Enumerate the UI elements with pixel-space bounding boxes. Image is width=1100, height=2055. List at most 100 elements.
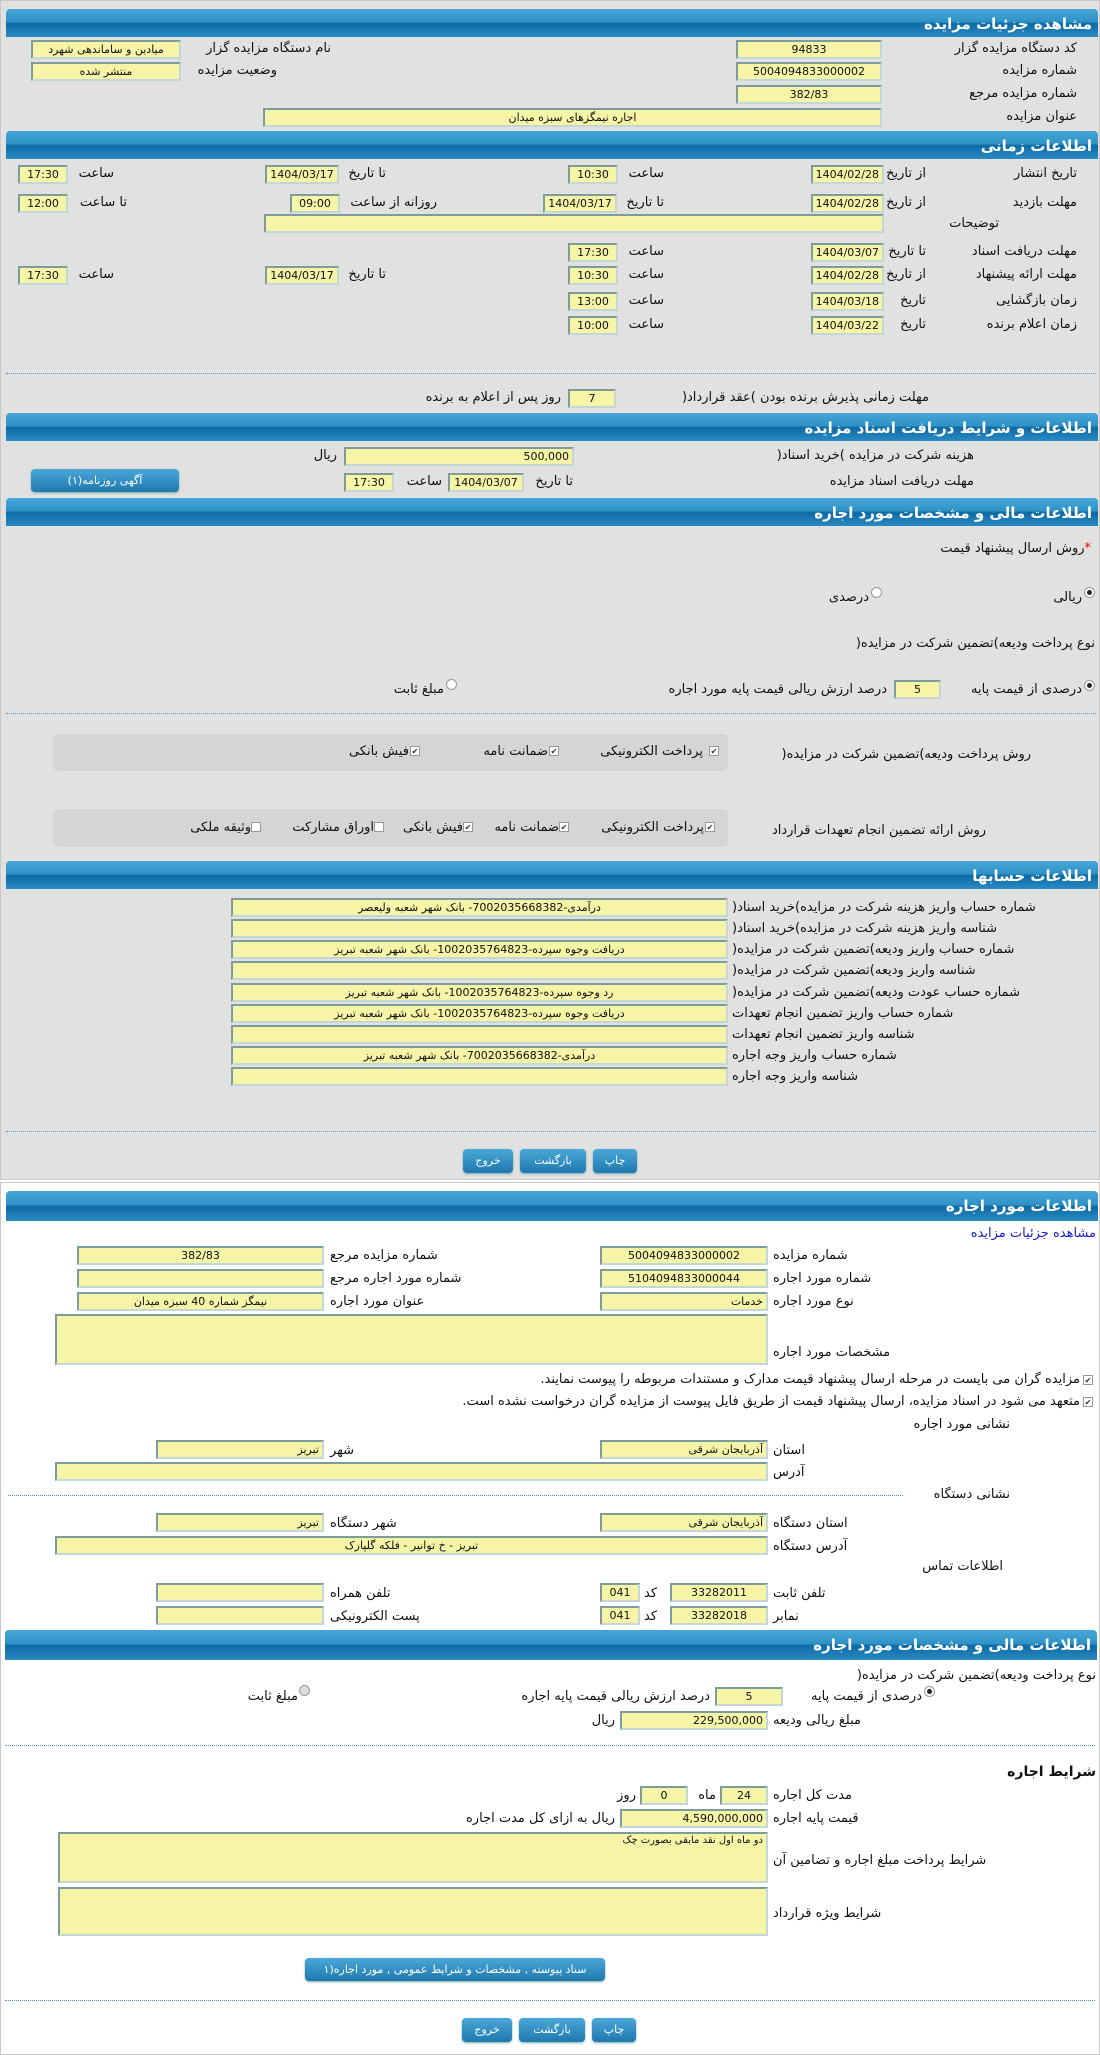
lease-radio-percent-of-base[interactable] [924,1686,935,1697]
publish-from-date[interactable]: 1404/02/28 [811,165,884,184]
lease-deposit-percent-field[interactable]: 5 [715,1687,783,1706]
checkbox-deposit-bank-slip[interactable]: ✔ [410,746,420,756]
docs-to-date[interactable]: 1404/03/07 [811,243,884,262]
lease-radio-fixed-amount[interactable] [299,1685,310,1696]
guarantee-method-label: روش ارائه تضمین انجام تعهدات قرارداد [771,823,986,838]
doc-fee-field[interactable]: 500,000 [344,447,574,466]
days-label: روز [617,1788,636,1803]
publish-to-date[interactable]: 1404/03/17 [265,165,339,184]
exit-button-bottom[interactable]: خروج [462,2018,512,2042]
publish-from-time[interactable]: 10:30 [568,165,618,184]
opening-date-label: تاریخ [900,293,926,308]
email-field[interactable] [156,1606,324,1625]
org-province-field[interactable]: آذربایجان شرقی [600,1513,768,1532]
auction-status-field[interactable]: منتشر شده [31,62,181,81]
org-code-field[interactable]: 94833 [736,40,882,59]
print-button-bottom[interactable]: چاپ [592,2018,636,2042]
publish-from-time-label: ساعت [628,166,664,181]
checkbox-guarantee-bonds[interactable] [374,822,384,832]
item-ref-field[interactable] [77,1269,324,1288]
auction-title-field[interactable]: اجاره نیمگزهای سبزه میدان [263,108,882,127]
province-field[interactable]: آذربایجان شرقی [600,1440,768,1459]
bid-from-time[interactable]: 10:30 [568,266,618,285]
duration-months-field[interactable]: 24 [720,1786,768,1805]
lease-auction-ref-field[interactable]: 382/83 [77,1246,324,1265]
radio-fixed-amount[interactable] [446,679,457,690]
org-city-field[interactable]: تبریز [156,1513,324,1532]
visit-daily-from[interactable]: 09:00 [290,194,340,213]
radio-percent[interactable] [871,587,882,598]
org-name-field[interactable]: میادین و ساماندهی شهرد [31,40,181,59]
divider [6,1131,1096,1132]
guarantee-bonds-label: اوراق مشارکت [292,820,374,835]
exit-button[interactable]: خروج [463,1149,513,1173]
account-field[interactable] [231,961,728,980]
checkbox-no-file-bid[interactable]: ✔ [1083,1397,1093,1407]
visit-daily-to[interactable]: 12:00 [18,194,68,213]
winner-date[interactable]: 1404/03/22 [811,316,884,335]
checkbox-guarantee-property[interactable] [251,822,261,832]
acceptance-days-field[interactable]: 7 [568,389,616,408]
item-number-field[interactable]: 5104094833000044 [600,1269,768,1288]
checkbox-attach-documents[interactable]: ✔ [1083,1375,1093,1385]
doc-time[interactable]: 17:30 [344,473,394,492]
item-specs-field[interactable] [55,1314,768,1365]
radio-rial[interactable] [1084,587,1095,598]
fax-field[interactable]: 33282018 [670,1606,768,1625]
email-label: پست الکترونیکی [330,1609,420,1624]
checkbox-deposit-electronic[interactable]: ✔ [709,746,719,756]
bid-to-time[interactable]: 17:30 [18,266,68,285]
item-type-field[interactable]: خدمات [600,1292,768,1311]
phone-field[interactable]: 33282011 [670,1583,768,1602]
newspaper-ad-button[interactable]: آگهی روزنامه(۱) [31,469,179,492]
lease-auction-number-field[interactable]: 5004094833000002 [600,1246,768,1265]
back-button-bottom[interactable]: بازگشت [519,2018,585,2042]
account-field[interactable]: درآمدی-7002035668382- بانک شهر شعبه ولیع… [231,898,728,917]
publish-to-label: تا تاریخ [348,166,386,181]
auction-details-link[interactable]: مشاهده جزئیات مزایده [970,1226,1096,1241]
price-method-text: روش ارسال پیشنهاد قیمت [940,541,1085,556]
org-address-field[interactable]: تبریز - خ توانیر - فلکه گلپارک [55,1536,768,1555]
checkbox-deposit-guarantee[interactable]: ✔ [549,746,559,756]
account-field[interactable]: دریافت وجوه سپرده-1002035764823- بانک شه… [231,940,728,959]
opening-date[interactable]: 1404/03/18 [811,292,884,311]
checkbox-guarantee-bank-slip[interactable]: ✔ [463,822,473,832]
visit-from-date[interactable]: 1404/02/28 [811,194,884,213]
visit-to-date[interactable]: 1404/03/17 [543,194,617,213]
address-field[interactable] [55,1462,768,1481]
account-field[interactable]: درآمدی-7002035668382- بانک شهر شعبه تبری… [231,1046,728,1065]
account-field[interactable] [231,1025,728,1044]
deposit-amount-field[interactable]: 229,500,000 [620,1711,768,1730]
bid-from-date[interactable]: 1404/02/28 [811,266,884,285]
mobile-field[interactable] [156,1583,324,1602]
attachments-button[interactable]: سناد پیوسته , مشخصات و شرایط عمومی , مور… [305,1958,605,1981]
auction-ref-field[interactable]: 382/83 [736,85,882,104]
opening-time[interactable]: 13:00 [568,292,618,311]
back-button[interactable]: بازگشت [520,1149,586,1173]
docs-time[interactable]: 17:30 [568,243,618,262]
deposit-percent-field[interactable]: 5 [894,680,941,699]
account-field[interactable] [231,1067,728,1086]
duration-days-field[interactable]: 0 [640,1786,688,1805]
special-terms-field[interactable] [58,1887,768,1936]
account-field[interactable] [231,919,728,938]
payment-terms-field[interactable]: دو ماه اول نقد مابقی بصورت چک [58,1832,768,1883]
publish-to-time[interactable]: 17:30 [18,165,68,184]
description-field[interactable] [264,214,884,233]
item-title-field[interactable]: نیمگز شماره 40 سبزه میدان [77,1292,324,1311]
fax-code-field[interactable]: 041 [600,1606,640,1625]
account-field[interactable]: دریافت وجوه سپرده-1002035764823- بانک شه… [231,1004,728,1023]
phone-code-field[interactable]: 041 [600,1583,640,1602]
account-field[interactable]: رد وجوه سپرده-1002035764823- بانک شهر شع… [231,983,728,1002]
base-price-field[interactable]: 4,590,000,000 [620,1809,768,1828]
doc-to-date[interactable]: 1404/03/07 [448,473,524,492]
guarantee-letter-label: ضمانت نامه [494,820,559,835]
winner-time[interactable]: 10:00 [568,316,618,335]
checkbox-guarantee-electronic[interactable]: ✔ [705,822,715,832]
print-button[interactable]: چاپ [593,1149,637,1173]
auction-number-field[interactable]: 5004094833000002 [736,62,882,81]
bid-to-date[interactable]: 1404/03/17 [265,266,339,285]
checkbox-guarantee-letter[interactable]: ✔ [559,822,569,832]
radio-percent-of-base[interactable] [1084,680,1095,691]
city-field[interactable]: تبریز [156,1440,324,1459]
